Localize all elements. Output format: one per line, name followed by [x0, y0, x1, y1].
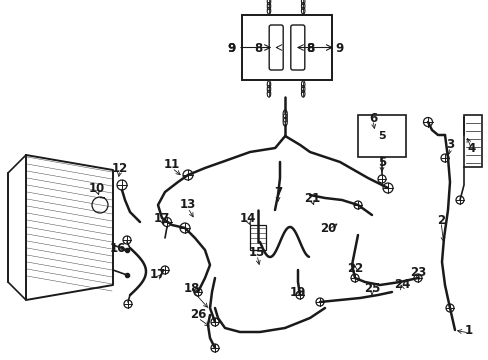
Text: 9: 9: [227, 41, 236, 54]
Text: 21: 21: [303, 192, 320, 204]
Text: 7: 7: [273, 185, 282, 198]
Text: 16: 16: [110, 242, 126, 255]
Text: 18: 18: [183, 282, 200, 294]
Text: 8: 8: [305, 41, 313, 54]
Text: 5: 5: [377, 131, 385, 141]
Bar: [249, 225, 265, 250]
Bar: [357, 115, 405, 157]
Bar: [463, 115, 481, 167]
Text: 20: 20: [319, 221, 335, 234]
Text: 23: 23: [409, 266, 425, 279]
FancyBboxPatch shape: [269, 25, 283, 70]
Text: 3: 3: [445, 139, 453, 152]
Text: 17: 17: [154, 211, 170, 225]
Text: 8: 8: [305, 41, 313, 54]
Text: 25: 25: [363, 282, 379, 294]
Text: 13: 13: [180, 198, 196, 211]
Text: 2: 2: [436, 213, 444, 226]
Text: 24: 24: [393, 279, 409, 292]
Text: 6: 6: [368, 112, 376, 125]
Bar: [242, 15, 331, 80]
Text: 14: 14: [239, 211, 256, 225]
Text: 26: 26: [189, 309, 206, 321]
Text: 22: 22: [346, 261, 363, 274]
Text: 1: 1: [464, 324, 472, 337]
Text: 10: 10: [89, 181, 105, 194]
Text: 8: 8: [253, 41, 262, 54]
Text: 4: 4: [467, 141, 475, 154]
Text: 5: 5: [377, 156, 386, 168]
Text: 9: 9: [227, 41, 236, 54]
Text: 12: 12: [112, 162, 128, 175]
Text: 15: 15: [248, 246, 264, 258]
Text: 17: 17: [149, 269, 166, 282]
Text: 19: 19: [289, 285, 305, 298]
FancyBboxPatch shape: [290, 25, 304, 70]
Text: 9: 9: [335, 41, 344, 54]
Text: 11: 11: [163, 158, 180, 171]
